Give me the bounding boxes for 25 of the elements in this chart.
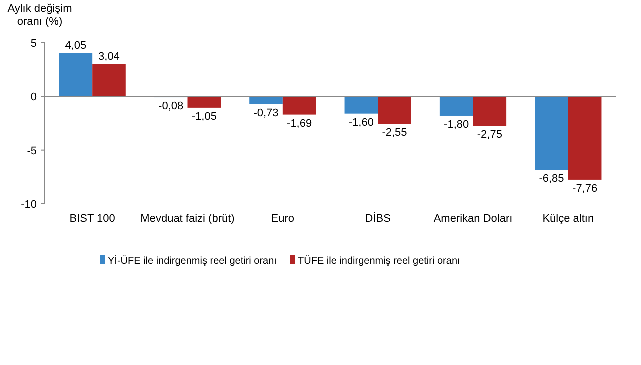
y-tick-label: 0 xyxy=(30,92,37,104)
data-label: -0,08 xyxy=(158,100,184,113)
legend-label: TÜFE ile indirgenmiş reel getiri oranı xyxy=(298,255,460,267)
x-tick-label: DİBS xyxy=(365,212,391,225)
x-tick-label: Amerikan Doları xyxy=(434,213,513,225)
data-label: -0,73 xyxy=(254,108,279,120)
x-tick-label: Mevduat faizi (brüt) xyxy=(140,213,235,225)
y-tick-label: -5 xyxy=(27,145,37,158)
x-tick-label: Euro xyxy=(271,213,295,225)
data-label: -1,05 xyxy=(192,110,217,123)
data-label: -2,75 xyxy=(477,129,502,142)
data-label: -6,85 xyxy=(539,173,564,186)
x-tick-label: BIST 100 xyxy=(70,213,116,225)
data-label: -1,80 xyxy=(444,118,470,131)
legend-label: Yİ-ÜFE ile indirgenmiş reel getiri oranı xyxy=(108,255,277,267)
data-label: -1,60 xyxy=(348,116,374,129)
data-label: -1,69 xyxy=(287,118,312,130)
data-label: -7,76 xyxy=(572,182,598,195)
data-label: 3,04 xyxy=(98,51,120,64)
x-tick-label: Külçe altın xyxy=(542,213,594,225)
data-label: -2,55 xyxy=(382,127,408,140)
y-axis-title: Aylık değişim oranı (%) xyxy=(8,3,72,28)
y-tick-label: -10 xyxy=(21,199,37,211)
y-tick-label: 5 xyxy=(30,38,37,50)
data-label: 4,05 xyxy=(65,40,87,52)
